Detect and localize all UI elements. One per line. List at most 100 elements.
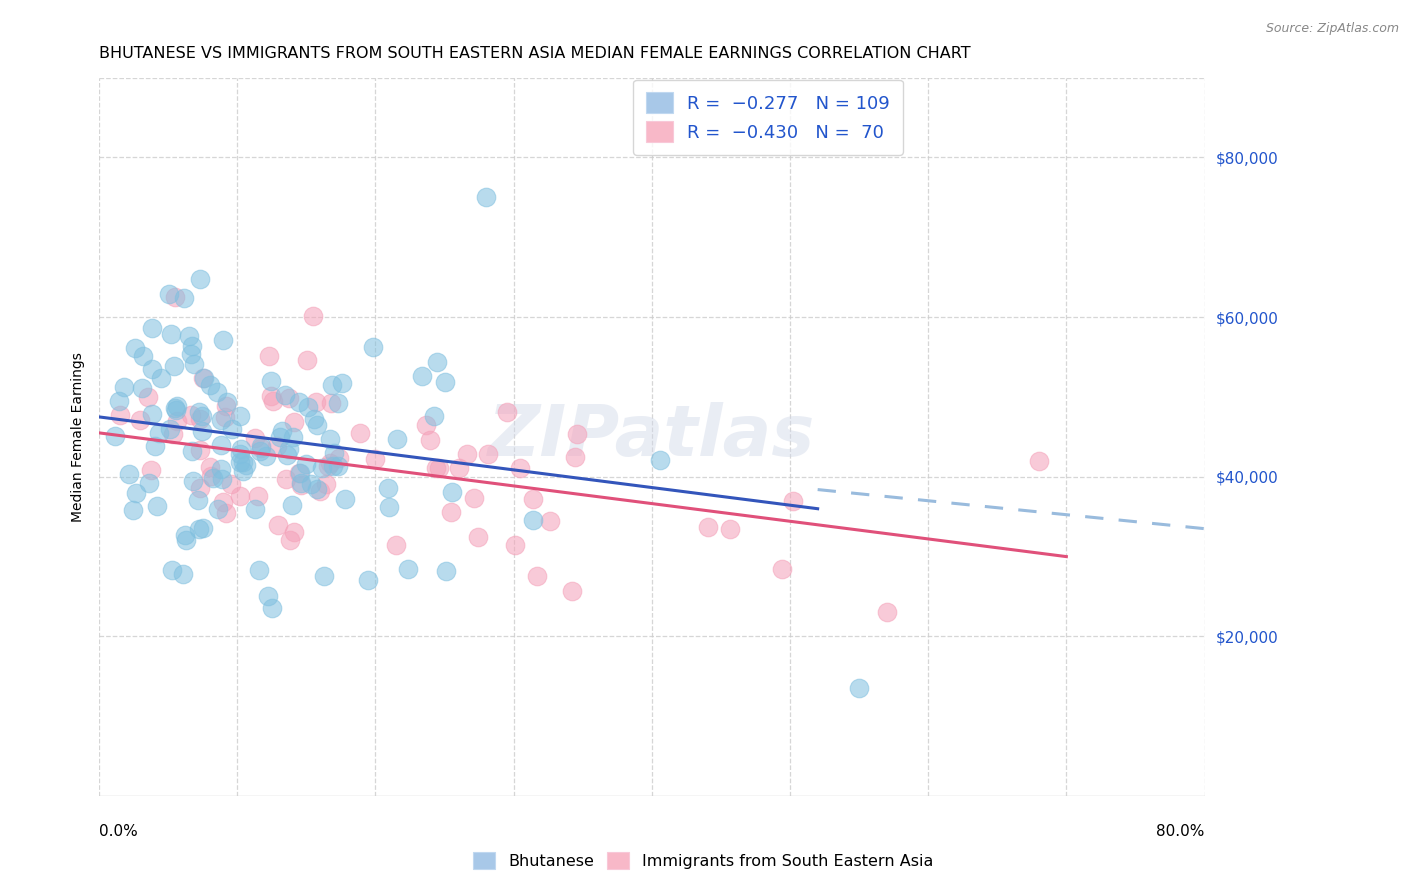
Point bbox=[229, 455, 252, 469]
Point bbox=[198, 460, 221, 475]
Point bbox=[434, 564, 457, 578]
Point bbox=[848, 681, 870, 696]
Point bbox=[267, 518, 290, 533]
Point bbox=[526, 568, 548, 582]
Point bbox=[299, 477, 322, 491]
Point bbox=[165, 401, 187, 415]
Point bbox=[228, 409, 250, 423]
Point bbox=[876, 606, 898, 620]
Point bbox=[349, 425, 371, 440]
Point bbox=[191, 409, 214, 424]
Point bbox=[249, 563, 271, 577]
Point bbox=[538, 514, 561, 528]
Point bbox=[141, 407, 163, 421]
Point bbox=[191, 424, 214, 438]
Point bbox=[467, 530, 489, 544]
Point bbox=[124, 341, 146, 355]
Point bbox=[311, 461, 333, 475]
Point bbox=[427, 461, 450, 475]
Point bbox=[304, 412, 326, 426]
Point bbox=[316, 459, 339, 474]
Point bbox=[564, 450, 586, 464]
Point bbox=[181, 338, 204, 352]
Legend: Bhutanese, Immigrants from South Eastern Asia: Bhutanese, Immigrants from South Eastern… bbox=[465, 845, 941, 877]
Point bbox=[108, 408, 131, 422]
Point bbox=[260, 601, 283, 615]
Point bbox=[419, 433, 441, 447]
Point bbox=[188, 412, 211, 426]
Point bbox=[200, 468, 222, 483]
Point bbox=[364, 451, 387, 466]
Point bbox=[209, 462, 232, 476]
Point bbox=[188, 272, 211, 286]
Point bbox=[396, 562, 419, 576]
Point bbox=[330, 376, 353, 391]
Point bbox=[181, 474, 204, 488]
Point bbox=[187, 493, 209, 508]
Point bbox=[165, 402, 187, 417]
Point bbox=[188, 522, 211, 536]
Point bbox=[266, 439, 288, 453]
Point bbox=[141, 362, 163, 376]
Point bbox=[215, 506, 238, 520]
Point bbox=[162, 427, 184, 442]
Text: 0.0%: 0.0% bbox=[100, 823, 138, 838]
Point bbox=[212, 495, 235, 509]
Point bbox=[415, 417, 437, 432]
Point bbox=[326, 396, 349, 410]
Point bbox=[202, 470, 225, 484]
Point bbox=[522, 513, 544, 527]
Point bbox=[209, 438, 232, 452]
Point bbox=[180, 409, 202, 423]
Text: 80.0%: 80.0% bbox=[1156, 823, 1205, 838]
Point bbox=[319, 456, 342, 470]
Point bbox=[172, 566, 194, 581]
Point bbox=[477, 447, 499, 461]
Point bbox=[219, 477, 242, 491]
Point bbox=[112, 380, 135, 394]
Point bbox=[160, 327, 183, 342]
Text: BHUTANESE VS IMMIGRANTS FROM SOUTH EASTERN ASIA MEDIAN FEMALE EARNINGS CORRELATI: BHUTANESE VS IMMIGRANTS FROM SOUTH EASTE… bbox=[100, 46, 970, 62]
Point bbox=[361, 340, 384, 354]
Point bbox=[648, 453, 671, 467]
Point bbox=[163, 359, 186, 373]
Point bbox=[567, 427, 589, 442]
Point bbox=[283, 415, 305, 429]
Point bbox=[211, 333, 233, 347]
Point bbox=[315, 477, 337, 491]
Point bbox=[232, 464, 254, 478]
Point bbox=[173, 291, 195, 305]
Point bbox=[425, 461, 447, 475]
Point bbox=[290, 466, 312, 480]
Point bbox=[356, 573, 378, 587]
Point bbox=[180, 347, 202, 361]
Point bbox=[475, 190, 498, 204]
Point bbox=[205, 384, 228, 399]
Point bbox=[697, 520, 720, 534]
Point bbox=[150, 371, 173, 385]
Point bbox=[411, 369, 433, 384]
Point bbox=[308, 483, 330, 498]
Point bbox=[108, 394, 131, 409]
Point bbox=[148, 426, 170, 441]
Point bbox=[307, 417, 329, 432]
Point bbox=[377, 500, 399, 514]
Point bbox=[274, 388, 297, 402]
Point bbox=[229, 490, 252, 504]
Point bbox=[207, 502, 229, 516]
Point bbox=[297, 400, 319, 414]
Point bbox=[257, 349, 280, 363]
Point bbox=[295, 352, 318, 367]
Point bbox=[277, 391, 299, 405]
Point bbox=[305, 395, 328, 409]
Point bbox=[136, 390, 159, 404]
Point bbox=[188, 481, 211, 495]
Point bbox=[245, 431, 267, 445]
Point bbox=[328, 450, 350, 465]
Point bbox=[188, 443, 211, 458]
Point bbox=[193, 370, 215, 384]
Point bbox=[157, 287, 180, 301]
Point bbox=[163, 290, 186, 304]
Point bbox=[104, 428, 127, 442]
Point bbox=[188, 405, 211, 419]
